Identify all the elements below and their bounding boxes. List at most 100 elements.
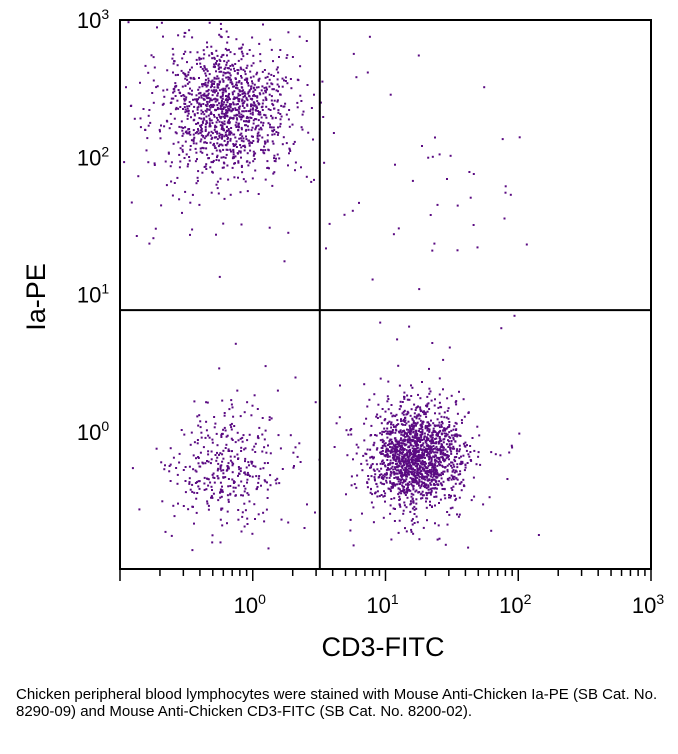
event-dot — [222, 53, 225, 56]
event-dot — [253, 153, 256, 156]
event-dot — [254, 169, 257, 172]
event-dot — [199, 140, 202, 143]
event-dot — [479, 463, 482, 466]
event-dot — [427, 447, 430, 450]
event-dot — [453, 471, 456, 474]
event-dot — [360, 462, 363, 465]
event-dot — [260, 128, 263, 131]
event-dot — [233, 156, 236, 159]
event-dot — [417, 468, 420, 471]
event-dot — [394, 428, 397, 431]
event-dot — [227, 500, 230, 503]
event-dot — [234, 97, 237, 99]
event-dot — [438, 153, 441, 156]
event-dot — [490, 529, 493, 532]
event-dot — [402, 410, 405, 413]
event-dot — [188, 477, 191, 480]
event-dot — [245, 124, 248, 127]
event-dot — [410, 453, 413, 456]
event-dot — [447, 446, 450, 448]
event-dot — [192, 142, 195, 145]
event-dot — [210, 191, 213, 194]
event-dot — [398, 444, 401, 447]
event-dot — [206, 460, 208, 462]
event-dot — [248, 144, 251, 147]
event-dot — [241, 99, 244, 102]
event-dot — [425, 483, 428, 486]
event-dot — [257, 513, 260, 516]
event-dot — [256, 71, 259, 74]
event-dot — [419, 462, 422, 465]
event-dot — [211, 83, 214, 85]
event-dot — [381, 438, 384, 441]
event-dot — [242, 494, 244, 497]
event-dot — [186, 78, 189, 81]
event-dot — [446, 409, 449, 412]
event-dot — [432, 429, 435, 432]
event-dot — [269, 126, 272, 129]
event-dot — [403, 504, 406, 507]
event-dot — [194, 160, 197, 163]
event-dot — [203, 92, 206, 95]
event-dot — [434, 522, 436, 525]
event-dot — [223, 135, 226, 138]
event-dot — [268, 226, 271, 229]
event-dot — [446, 450, 449, 453]
event-dot — [153, 162, 156, 165]
event-dot — [408, 489, 411, 492]
event-dot — [229, 68, 232, 71]
event-dot — [226, 494, 229, 497]
event-dot — [215, 459, 218, 462]
event-dot — [400, 444, 402, 447]
event-dot — [411, 473, 414, 476]
event-dot — [450, 464, 452, 467]
event-dot — [207, 453, 210, 456]
event-dot — [193, 78, 196, 80]
event-dot — [468, 171, 471, 173]
event-dot — [133, 117, 136, 120]
event-dot — [418, 427, 421, 430]
event-dot — [424, 425, 427, 428]
event-dot — [268, 167, 270, 170]
event-dot — [428, 457, 431, 460]
event-dot — [460, 419, 463, 422]
event-dot — [192, 129, 195, 132]
event-dot — [355, 486, 358, 489]
event-dot — [437, 483, 440, 486]
event-dot — [198, 77, 200, 79]
event-dot — [412, 478, 414, 481]
event-dot — [338, 416, 341, 419]
event-dot — [373, 469, 376, 472]
event-dot — [407, 470, 410, 473]
event-dot — [156, 85, 159, 88]
event-dot — [397, 227, 400, 230]
event-dot — [425, 487, 428, 490]
event-dot — [237, 92, 240, 95]
event-dot — [229, 51, 232, 54]
event-dot — [404, 419, 407, 422]
event-dot — [238, 105, 241, 108]
event-dot — [416, 414, 419, 417]
event-dot — [257, 481, 260, 484]
event-dot — [426, 410, 429, 413]
event-dot — [400, 431, 403, 434]
event-dot — [211, 105, 213, 108]
event-dot — [271, 83, 274, 86]
event-dot — [384, 455, 387, 458]
event-dot — [231, 478, 234, 481]
event-dot — [226, 49, 229, 52]
event-dot — [222, 89, 225, 92]
event-dot — [215, 77, 218, 80]
event-dot — [246, 439, 249, 442]
event-dot — [414, 474, 417, 477]
event-dot — [363, 422, 366, 425]
event-dot — [408, 481, 411, 483]
event-dot — [468, 455, 471, 458]
event-dot — [443, 460, 446, 463]
event-dot — [483, 86, 486, 89]
event-dot — [221, 110, 224, 113]
event-dot — [186, 114, 189, 117]
event-dot — [373, 476, 376, 479]
event-dot — [402, 423, 404, 426]
event-dot — [430, 487, 433, 490]
